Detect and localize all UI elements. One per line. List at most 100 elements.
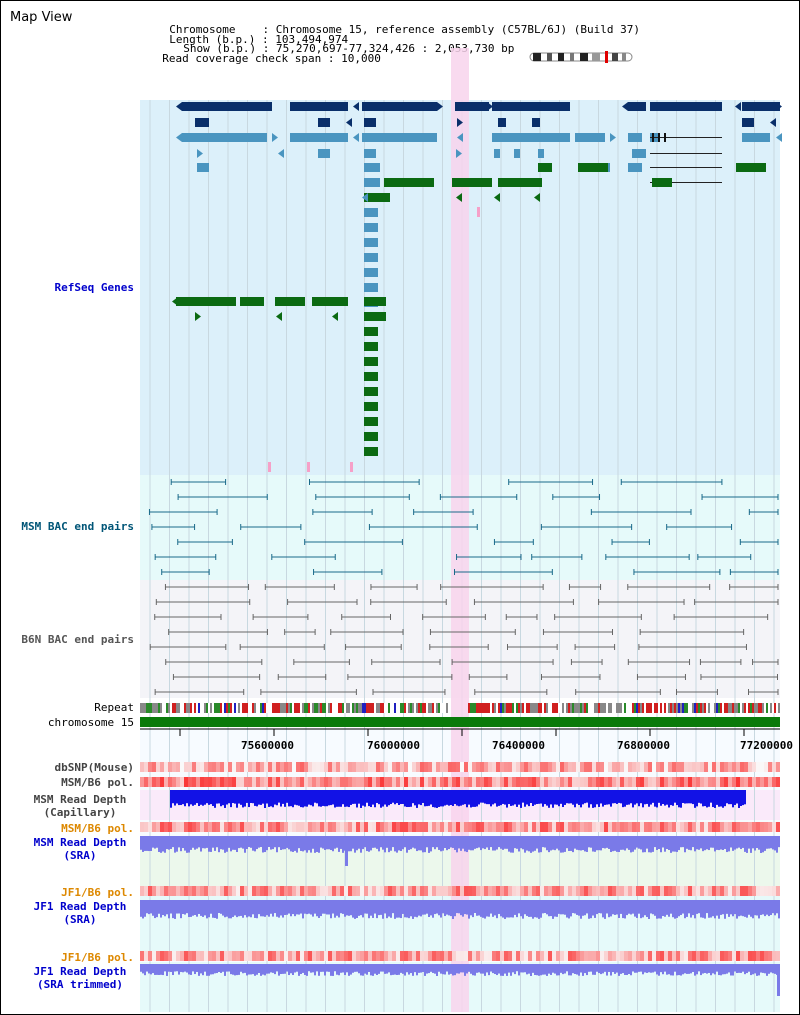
heat-cell: [756, 951, 760, 961]
depth-bar: [526, 900, 528, 916]
depth-bar: [326, 836, 328, 850]
heat-cell: [192, 886, 196, 896]
heat-cell: [704, 762, 708, 772]
depth-bar: [560, 836, 562, 853]
heat-cell: [672, 762, 676, 772]
read-depth-tracks[interactable]: [140, 790, 780, 996]
depth-bar: [298, 964, 300, 976]
depth-bar: [200, 964, 202, 974]
depth-bar: [428, 900, 430, 917]
depth-bar: [670, 900, 672, 914]
msm-bac-label[interactable]: MSM BAC end pairs: [21, 520, 134, 533]
repeat-element: [518, 703, 520, 713]
repeat-element: [294, 703, 296, 713]
heat-cell: [680, 951, 684, 961]
msm-b6-pol-label[interactable]: MSM/B6 pol.: [61, 776, 134, 789]
b6n-bac-label[interactable]: B6N BAC end pairs: [21, 633, 134, 646]
depth-bar: [724, 790, 726, 807]
repeat-element: [208, 703, 210, 713]
dbsnp-label[interactable]: dbSNP(Mouse): [54, 761, 134, 774]
msm-read-depth-sra-label[interactable]: MSM Read Depth (SRA): [33, 836, 127, 862]
depth-bar: [594, 790, 596, 808]
depth-bar: [620, 836, 622, 850]
b6n-bac-end-pairs-track[interactable]: [149, 584, 779, 695]
heat-cell: [440, 822, 444, 832]
depth-bar: [708, 836, 710, 851]
depth-bar: [374, 790, 376, 808]
depth-bar: [456, 900, 458, 914]
heat-cell: [220, 762, 224, 772]
msm-bac-end-pairs-track[interactable]: [148, 479, 779, 575]
depth-bar: [286, 836, 288, 848]
depth-bar: [522, 790, 524, 803]
depth-bar: [474, 790, 476, 807]
depth-bar: [426, 900, 428, 914]
heat-cell: [588, 822, 592, 832]
heat-cell: [316, 951, 320, 961]
depth-bar: [762, 836, 764, 853]
depth-bar: [174, 900, 176, 919]
repeat-element: [156, 703, 158, 713]
heat-cell: [164, 886, 168, 896]
msm-read-depth-capillary-label[interactable]: MSM Read Depth (Capillary): [33, 793, 127, 819]
polymorphism-heatmaps[interactable]: [140, 762, 780, 961]
depth-bar: [754, 964, 756, 974]
heat-cell: [208, 762, 212, 772]
jf1-read-depth-sra-label[interactable]: JF1 Read Depth (SRA): [33, 900, 127, 926]
depth-bar: [506, 790, 508, 808]
depth-bar: [472, 790, 474, 807]
depth-bar: [592, 964, 594, 975]
depth-bar: [222, 900, 224, 916]
repeat-element: [406, 703, 408, 713]
heat-cell: [196, 951, 200, 961]
heat-cell: [712, 822, 716, 832]
heat-cell: [640, 822, 644, 832]
depth-bar: [270, 964, 272, 973]
heat-cell: [752, 886, 756, 896]
chromosome-row: Chromosome: Chromosome 15, reference ass…: [169, 23, 640, 36]
depth-bar: [160, 836, 162, 853]
depth-bar: [744, 964, 746, 975]
jf1-read-depth-trimmed-label[interactable]: JF1 Read Depth (SRA trimmed): [33, 965, 127, 991]
heat-cell: [772, 777, 776, 787]
repeat-element: [254, 703, 256, 713]
chromosome-ideogram[interactable]: [529, 51, 633, 63]
refseq-genes-track[interactable]: [172, 102, 782, 472]
refseq-genes-label[interactable]: RefSeq Genes: [54, 281, 134, 294]
depth-bar: [698, 964, 700, 972]
heat-cell: [392, 822, 396, 832]
heat-cell: [220, 777, 224, 787]
repeat-element: [506, 703, 508, 713]
heat-cell: [616, 886, 620, 896]
depth-bar: [224, 900, 226, 918]
depth-bar: [680, 836, 682, 848]
depth-bar: [542, 836, 544, 848]
chromosome-bar[interactable]: [140, 717, 780, 727]
depth-bar: [570, 964, 572, 976]
repeat-element: [308, 703, 310, 713]
heat-cell: [288, 886, 292, 896]
depth-bar: [644, 964, 646, 973]
repeat-element: [598, 703, 600, 713]
depth-bar: [676, 900, 678, 918]
heat-cell: [424, 951, 428, 961]
depth-bar: [330, 900, 332, 919]
heat-cell: [624, 777, 628, 787]
jf1-b6-pol-label[interactable]: JF1/B6 pol.: [61, 886, 134, 899]
depth-bar: [726, 790, 728, 804]
msm-b6-pol-sra-label[interactable]: MSM/B6 pol.: [61, 822, 134, 835]
heat-cell: [396, 951, 400, 961]
depth-bar: [164, 900, 166, 917]
repeat-track[interactable]: [140, 703, 780, 713]
jf1-b6-pol-trimmed-label[interactable]: JF1/B6 pol.: [61, 951, 134, 964]
depth-bar: [502, 836, 504, 850]
heat-cell: [476, 886, 480, 896]
repeat-element: [516, 703, 518, 713]
depth-bar: [500, 836, 502, 849]
highlight-region[interactable]: [451, 48, 469, 1012]
heat-cell: [436, 822, 440, 832]
heat-cell: [220, 951, 224, 961]
repeat-element: [542, 703, 544, 713]
depth-bar: [436, 900, 438, 914]
